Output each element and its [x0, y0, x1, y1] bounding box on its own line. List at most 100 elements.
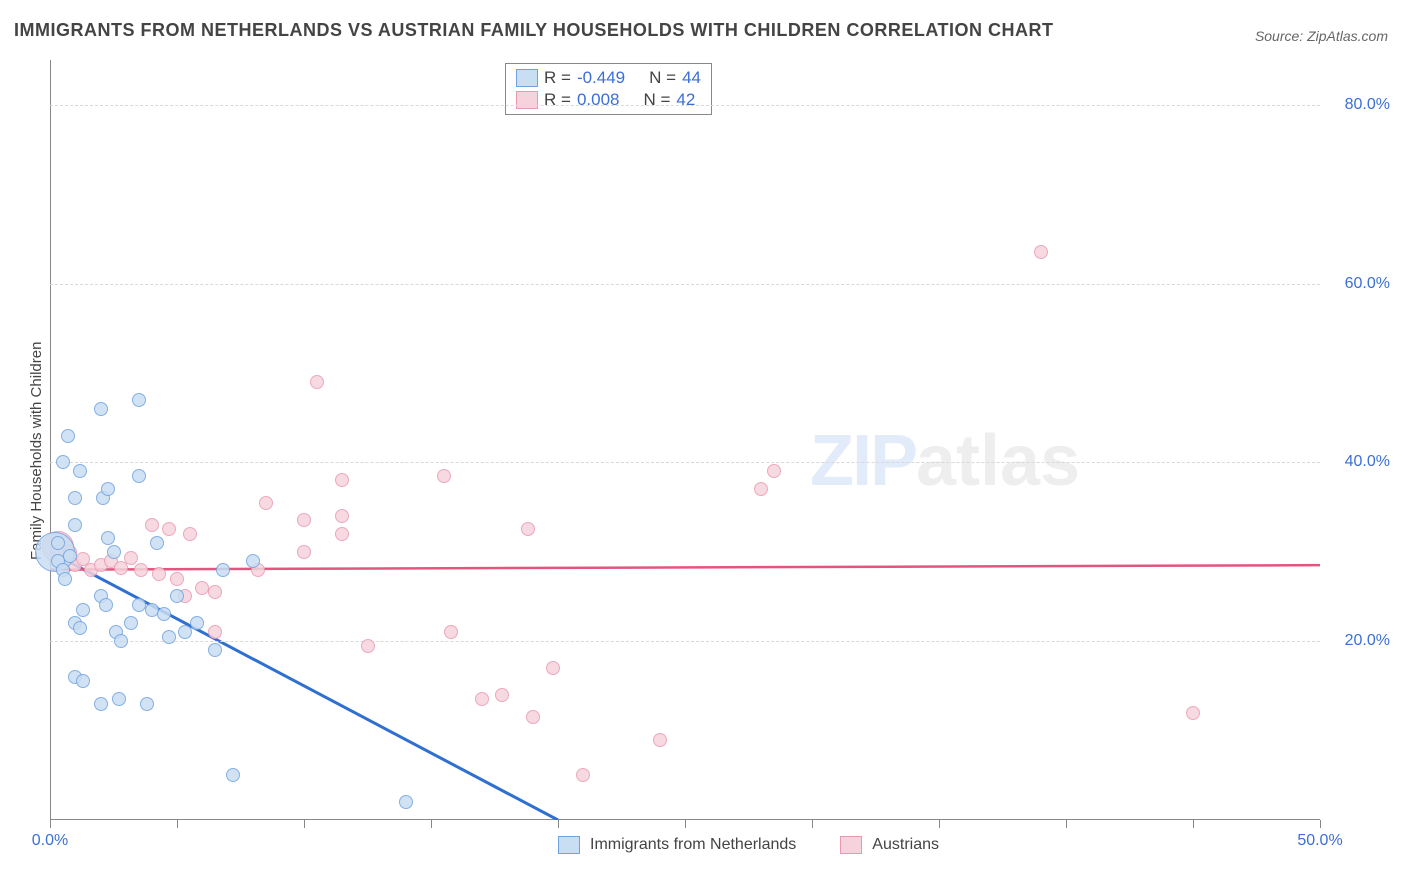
gridline — [50, 641, 1320, 642]
watermark: ZIPatlas — [810, 420, 1080, 502]
legend-row-pink: R = 0.008 N = 42 — [516, 90, 701, 110]
data-point-blue — [226, 768, 240, 782]
data-point-blue — [124, 616, 138, 630]
legend-r-value-pink: 0.008 — [577, 90, 620, 110]
data-point-pink — [259, 496, 273, 510]
data-point-blue — [73, 464, 87, 478]
data-point-blue — [76, 674, 90, 688]
x-tick — [1066, 820, 1067, 828]
data-point-pink — [310, 375, 324, 389]
data-point-blue — [216, 563, 230, 577]
data-point-pink — [183, 527, 197, 541]
legend-swatch-blue — [516, 69, 538, 87]
data-point-pink — [208, 625, 222, 639]
legend-row-blue: R = -0.449 N = 44 — [516, 68, 701, 88]
data-point-pink — [208, 585, 222, 599]
source-attribution: Source: ZipAtlas.com — [1255, 28, 1388, 44]
legend-r-label: R = — [544, 90, 571, 110]
data-point-pink — [444, 625, 458, 639]
data-point-blue — [246, 554, 260, 568]
chart-plot-area: ZIPatlas R = -0.449 N = 44 R = 0.008 N =… — [50, 60, 1320, 820]
data-point-pink — [152, 567, 166, 581]
legend-label-pink: Austrians — [872, 836, 939, 854]
legend-n-value-blue: 44 — [682, 68, 701, 88]
data-point-pink — [495, 688, 509, 702]
data-point-pink — [1034, 245, 1048, 259]
gridline — [50, 284, 1320, 285]
data-point-pink — [297, 545, 311, 559]
y-tick-label: 20.0% — [1330, 632, 1390, 650]
data-point-blue — [132, 469, 146, 483]
data-point-blue — [150, 536, 164, 550]
legend-n-value-pink: 42 — [676, 90, 695, 110]
data-point-blue — [68, 491, 82, 505]
x-tick — [939, 820, 940, 828]
data-point-pink — [162, 522, 176, 536]
data-point-pink — [576, 768, 590, 782]
watermark-atlas: atlas — [916, 421, 1080, 501]
data-point-blue — [63, 549, 77, 563]
gridline — [50, 105, 1320, 106]
data-point-blue — [58, 572, 72, 586]
x-tick — [1320, 820, 1321, 828]
data-point-pink — [546, 661, 560, 675]
data-point-blue — [101, 482, 115, 496]
chart-title: IMMIGRANTS FROM NETHERLANDS VS AUSTRIAN … — [14, 20, 1054, 41]
data-point-blue — [132, 393, 146, 407]
x-tick — [177, 820, 178, 828]
trend-line-blue — [50, 552, 558, 820]
series-legend: Immigrants from Netherlands Austrians — [558, 836, 939, 854]
data-point-blue — [114, 634, 128, 648]
x-tick — [558, 820, 559, 828]
data-point-pink — [361, 639, 375, 653]
y-axis-line — [50, 60, 51, 820]
x-tick — [685, 820, 686, 828]
y-axis-label: Family Households with Children — [28, 342, 45, 560]
data-point-blue — [178, 625, 192, 639]
data-point-pink — [767, 464, 781, 478]
data-point-pink — [124, 551, 138, 565]
x-tick-label: 0.0% — [32, 832, 68, 850]
data-point-pink — [335, 527, 349, 541]
data-point-blue — [170, 589, 184, 603]
data-point-blue — [68, 518, 82, 532]
y-tick-label: 40.0% — [1330, 453, 1390, 471]
data-point-pink — [475, 692, 489, 706]
trend-line-pink — [50, 565, 1320, 569]
x-tick — [431, 820, 432, 828]
legend-swatch-pink — [516, 91, 538, 109]
data-point-blue — [94, 402, 108, 416]
data-point-blue — [208, 643, 222, 657]
data-point-pink — [521, 522, 535, 536]
data-point-pink — [297, 513, 311, 527]
x-tick — [1193, 820, 1194, 828]
data-point-blue — [76, 603, 90, 617]
data-point-pink — [145, 518, 159, 532]
data-point-blue — [112, 692, 126, 706]
data-point-blue — [51, 536, 65, 550]
trend-lines — [50, 60, 1320, 820]
x-tick-label: 50.0% — [1297, 832, 1342, 850]
data-point-pink — [653, 733, 667, 747]
legend-n-label: N = — [643, 90, 670, 110]
y-tick-label: 80.0% — [1330, 96, 1390, 114]
data-point-pink — [335, 473, 349, 487]
data-point-blue — [157, 607, 171, 621]
data-point-blue — [73, 621, 87, 635]
data-point-pink — [335, 509, 349, 523]
data-point-pink — [1186, 706, 1200, 720]
data-point-blue — [107, 545, 121, 559]
data-point-pink — [134, 563, 148, 577]
y-tick-label: 60.0% — [1330, 275, 1390, 293]
legend-n-label: N = — [649, 68, 676, 88]
gridline — [50, 462, 1320, 463]
data-point-blue — [101, 531, 115, 545]
data-point-blue — [99, 598, 113, 612]
legend-swatch-blue — [558, 836, 580, 854]
data-point-pink — [754, 482, 768, 496]
data-point-blue — [56, 455, 70, 469]
data-point-pink — [437, 469, 451, 483]
x-tick — [50, 820, 51, 828]
data-point-pink — [170, 572, 184, 586]
data-point-blue — [61, 429, 75, 443]
